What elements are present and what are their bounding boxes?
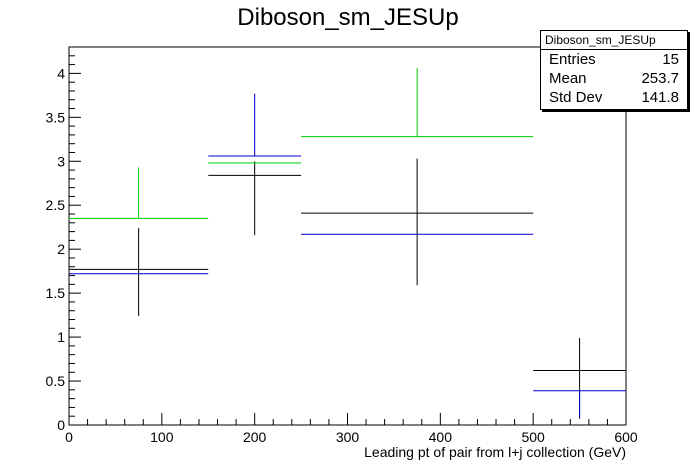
x-tick-label: 100 (150, 429, 174, 445)
axis-ticks: 0 100 200 300 400 500 600 0 0.5 1 1.5 2 2.5 3 3.5 4 (46, 46, 638, 445)
y-tick-label: 3.5 (46, 109, 66, 125)
stats-label: Std Dev (549, 89, 603, 106)
x-tick-label: 200 (243, 429, 267, 445)
y-tick-label: 0 (57, 417, 65, 433)
stats-label: Entries (549, 51, 596, 68)
y-tick-label: 1 (57, 329, 65, 345)
y-tick-label: 0.5 (46, 373, 66, 389)
stats-box: Diboson_sm_JESUp Entries 15 Mean 253.7 S… (540, 30, 688, 110)
stats-title: Diboson_sm_JESUp (541, 31, 687, 50)
data-series (69, 68, 626, 419)
y-tick-label: 1.5 (46, 285, 66, 301)
stats-label: Mean (549, 70, 587, 87)
stats-row-mean: Mean 253.7 (541, 69, 687, 88)
y-tick-label: 4 (57, 65, 65, 81)
x-axis-label: Leading pt of pair from l+j collection (… (364, 444, 626, 460)
stats-value: 253.7 (641, 70, 679, 87)
stats-value: 15 (662, 51, 679, 68)
y-tick-label: 3 (57, 153, 65, 169)
stats-row-stddev: Std Dev 141.8 (541, 88, 687, 107)
x-tick-label: 300 (336, 429, 360, 445)
x-tick-label: 500 (521, 429, 545, 445)
stats-value: 141.8 (641, 89, 679, 106)
x-tick-label: 400 (429, 429, 453, 445)
x-tick-label: 600 (614, 429, 638, 445)
x-tick-label: 0 (65, 429, 73, 445)
y-tick-label: 2.5 (46, 197, 66, 213)
chart-title: Diboson_sm_JESUp (237, 4, 459, 31)
y-tick-label: 2 (57, 241, 65, 257)
stats-row-entries: Entries 15 (541, 50, 687, 69)
